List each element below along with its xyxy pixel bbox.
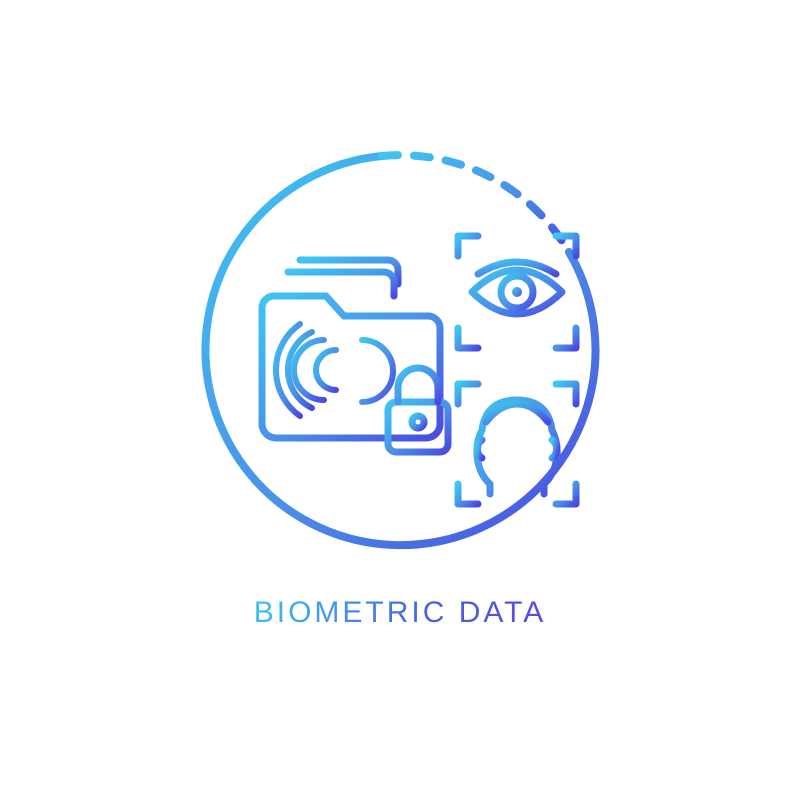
folder-icon xyxy=(262,260,440,438)
biometric-icon-group xyxy=(190,140,610,560)
infographic-canvas: BIOMETRIC DATA xyxy=(0,0,800,800)
infographic-label: BIOMETRIC DATA xyxy=(254,596,547,630)
face-scan-icon xyxy=(452,384,582,504)
eye-scan-icon xyxy=(458,236,576,348)
fingerprint-icon xyxy=(276,324,393,416)
